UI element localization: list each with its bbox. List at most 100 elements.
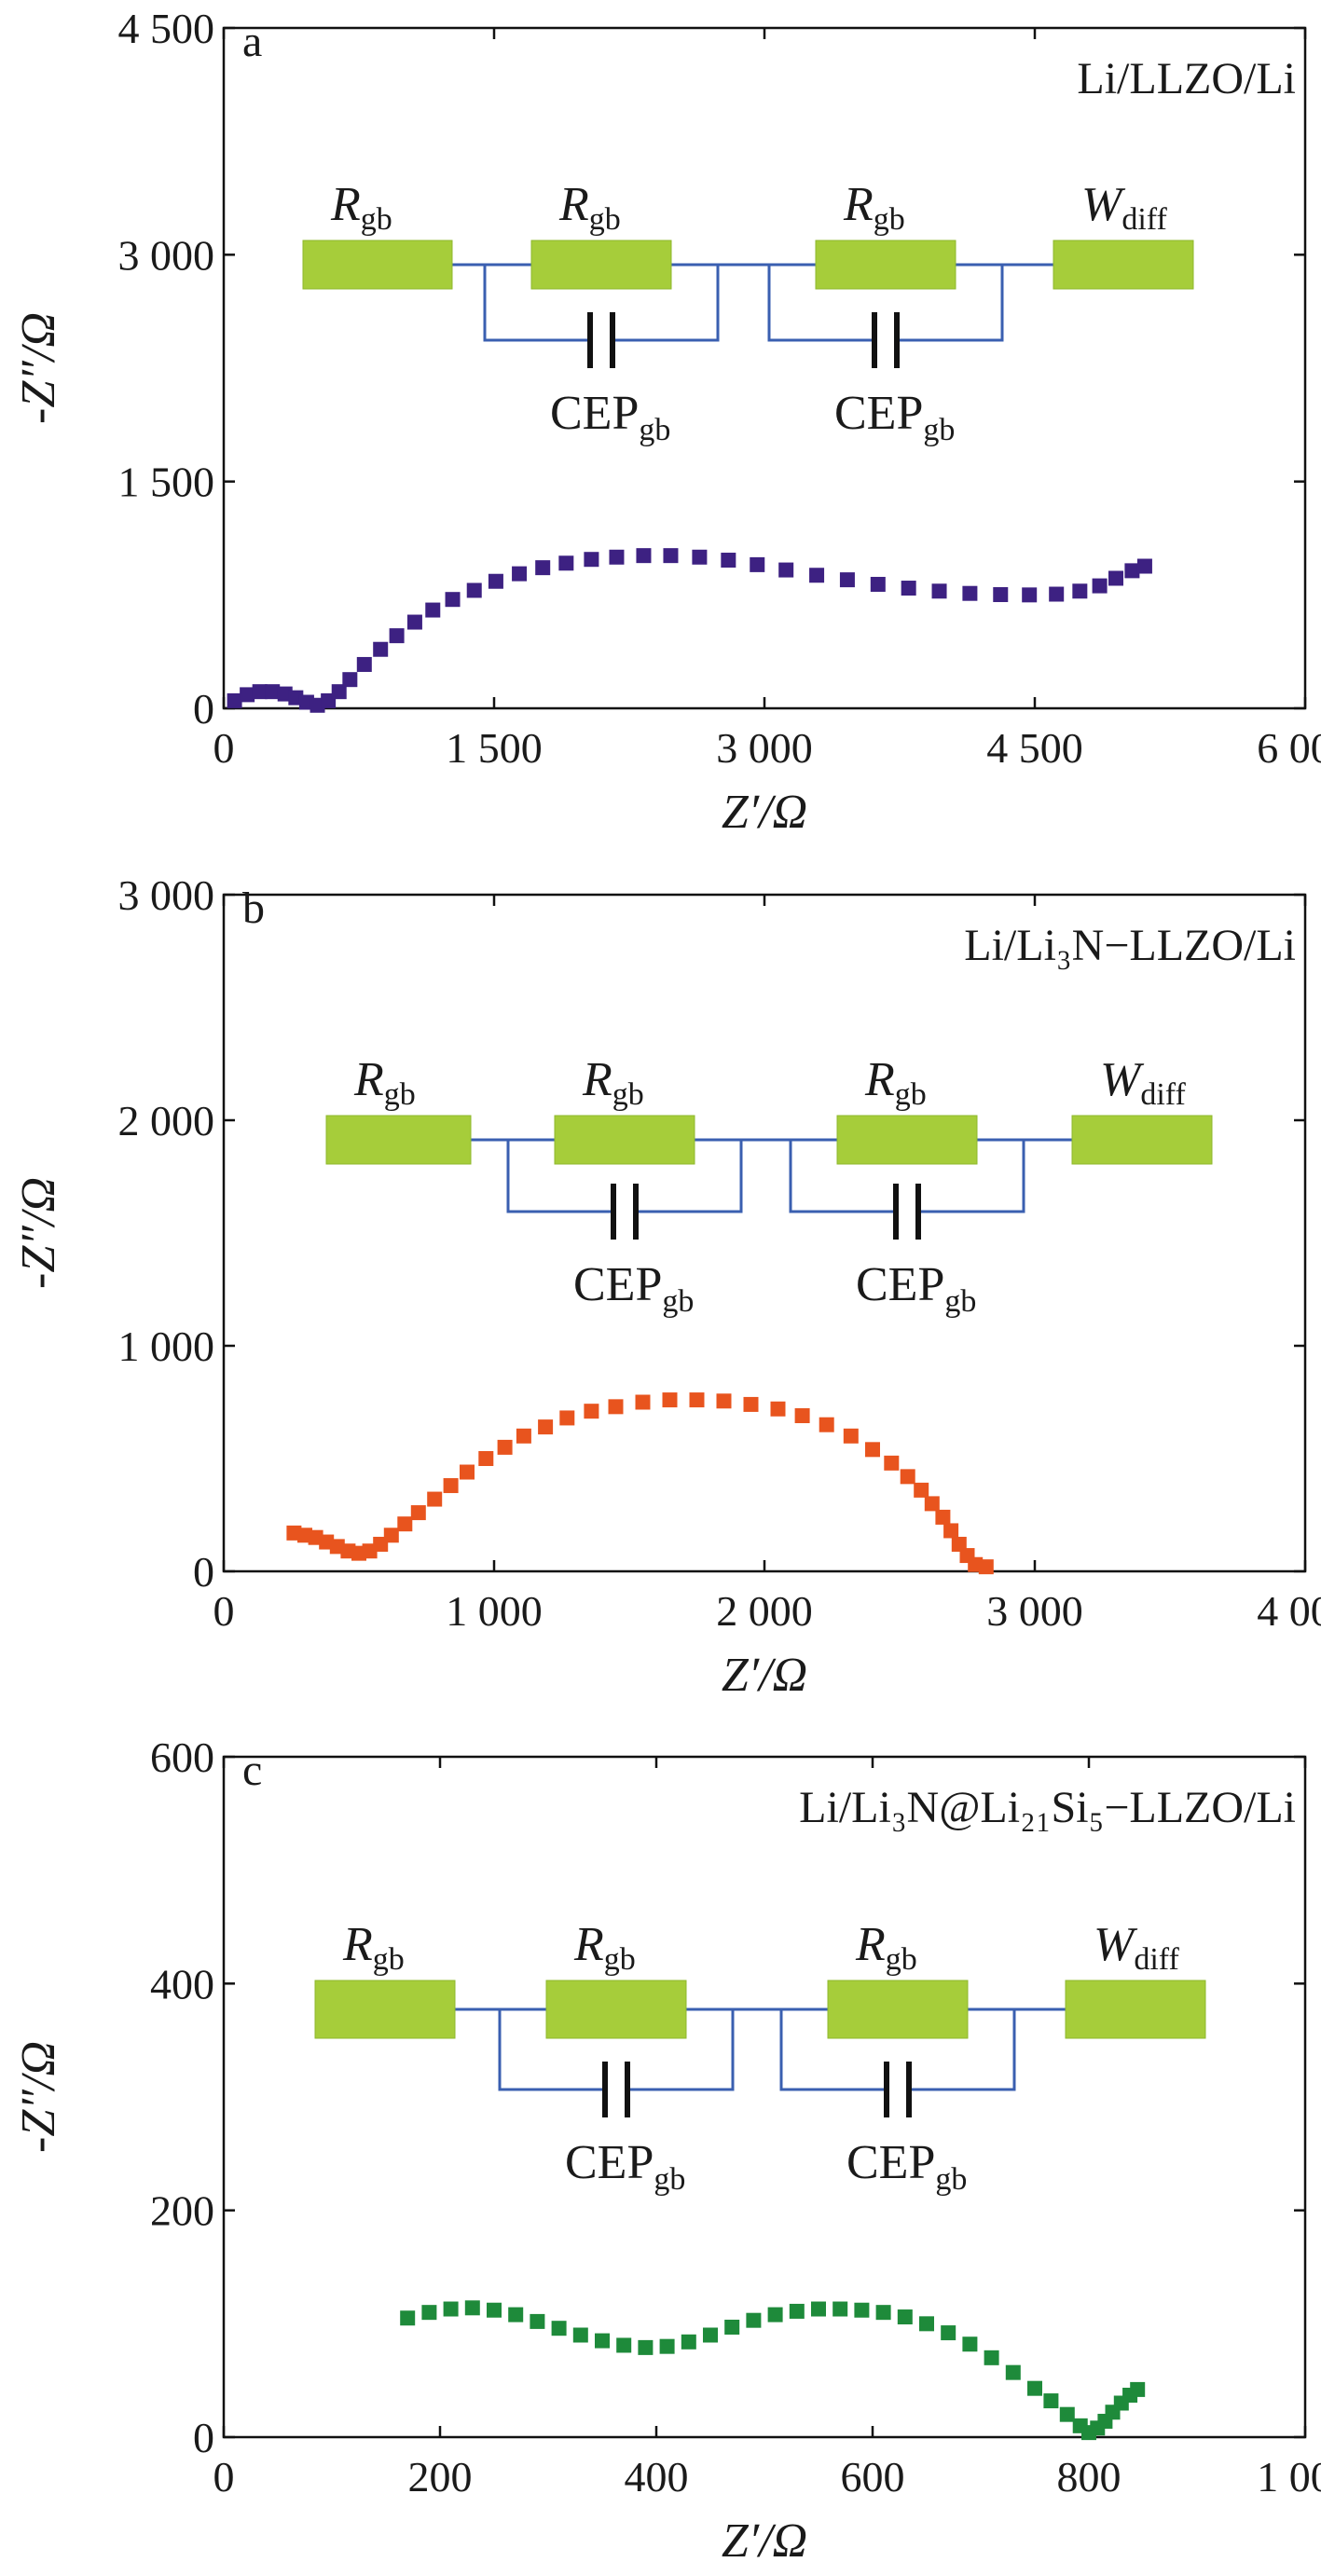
- x-tick-label: 1 500: [446, 724, 543, 772]
- data-point: [464, 2300, 480, 2316]
- data-point: [356, 656, 372, 672]
- data-point: [530, 2313, 545, 2329]
- data-point: [931, 583, 947, 599]
- data-point: [662, 1392, 678, 1408]
- capacitor-wire: [498, 2009, 605, 2091]
- x-tick-label: 3 000: [986, 1587, 1083, 1635]
- x-tick-label: 6 000: [1257, 724, 1321, 772]
- data-point: [466, 582, 482, 598]
- data-point: [636, 548, 652, 564]
- data-point: [584, 552, 599, 568]
- circuit-element: [827, 1980, 969, 2039]
- data-point: [819, 1417, 834, 1432]
- capacitor-wire: [909, 2009, 1016, 2091]
- circuit-element: [325, 1115, 472, 1165]
- data-point: [941, 2325, 956, 2341]
- data-point: [843, 1428, 859, 1444]
- data-point: [265, 684, 281, 700]
- data-point: [854, 2302, 870, 2318]
- y-tick-label: 400: [150, 1960, 214, 2007]
- data-point: [724, 2319, 740, 2335]
- y-axis-label: -Z″/Ω: [12, 1177, 65, 1289]
- data-point: [811, 2301, 826, 2317]
- sample-label: Li/Li₃N@Li₂₁Si₅−LLZO/Li: [799, 1783, 1296, 1832]
- x-axis-label: Z′/Ω: [722, 2514, 807, 2568]
- circuit-element-label: Rgb: [330, 178, 392, 237]
- data-point: [616, 2337, 632, 2353]
- circuit-element-label: Rgb: [573, 1918, 636, 1977]
- capacitor-wire: [918, 1140, 1025, 1213]
- data-point: [1130, 2381, 1146, 2397]
- data-point: [897, 2309, 913, 2325]
- data-point: [901, 581, 916, 596]
- y-tick-label: 600: [150, 1733, 214, 1781]
- data-point: [609, 549, 625, 565]
- data-point: [951, 1536, 967, 1552]
- capacitor-wire: [767, 265, 874, 342]
- y-tick-label: 3 000: [118, 231, 215, 279]
- y-tick-label: 3 000: [118, 871, 215, 919]
- data-point: [778, 562, 794, 578]
- data-point: [538, 1419, 554, 1435]
- data-point: [884, 1455, 900, 1471]
- plot-frame: [222, 26, 1307, 710]
- data-point: [1022, 587, 1038, 603]
- data-point: [1059, 2406, 1075, 2422]
- y-tick-label: 200: [150, 2187, 214, 2235]
- circuit-element-label: Rgb: [342, 1918, 405, 1977]
- y-tick-label: 4 500: [118, 5, 215, 52]
- data-point: [1072, 583, 1088, 599]
- x-tick-label: 2 000: [716, 1587, 813, 1635]
- x-tick-label: 4 000: [1257, 1587, 1321, 1635]
- data-point: [584, 1404, 599, 1419]
- data-point: [487, 2302, 502, 2318]
- data-point: [1005, 2364, 1021, 2380]
- capacitor-wire: [779, 2009, 887, 2091]
- data-point: [373, 641, 389, 657]
- circuit-element-label: Wdiff: [1081, 178, 1167, 237]
- data-point: [689, 1392, 705, 1408]
- data-point: [703, 2327, 718, 2343]
- data-point: [397, 1516, 413, 1532]
- y-axis-label: -Z″/Ω: [12, 312, 65, 424]
- x-tick-label: 0: [213, 2453, 235, 2501]
- circuit-element-label: Rgb: [582, 1053, 644, 1112]
- circuit-element-label: Rgb: [558, 178, 621, 237]
- circuit-element: [836, 1115, 978, 1165]
- capacitor-label: CEPgb: [565, 2136, 685, 2197]
- data-point: [716, 1393, 732, 1409]
- data-point: [1108, 570, 1123, 586]
- data-point: [919, 2316, 934, 2332]
- data-point: [914, 1482, 929, 1498]
- data-point: [410, 1505, 426, 1521]
- circuit-element: [1053, 240, 1194, 290]
- capacitor-wire: [897, 265, 1004, 342]
- y-tick-label: 0: [193, 1548, 214, 1596]
- data-point: [721, 553, 736, 569]
- data-point: [535, 560, 551, 576]
- sample-label: Li/LLZO/Li: [1077, 54, 1296, 103]
- data-point: [978, 1559, 994, 1575]
- panel-a: 0 1 500 3 000 4 500 6 000 0 1 500 3 000 4 500 Z′/…: [12, 5, 1321, 839]
- capacitor-wire: [483, 265, 590, 342]
- circuit-element-label: Rgb: [864, 1053, 927, 1112]
- panel-c: 0 200 400 600 800 1 000 0 200 400 600 Z′/Ω -Z″/Ω c Li…: [12, 1733, 1321, 2568]
- data-point: [935, 1509, 951, 1525]
- data-point: [342, 672, 358, 688]
- y-tick-label: 2 000: [118, 1097, 215, 1144]
- capacitor-label: CEPgb: [834, 387, 955, 447]
- circuit-element: [314, 1980, 456, 2039]
- data-point: [659, 2338, 675, 2354]
- capacitor-label: CEPgb: [846, 2136, 967, 2197]
- x-tick-label: 0: [213, 724, 235, 772]
- x-axis-label: Z′/Ω: [722, 786, 807, 839]
- data-point: [478, 1451, 494, 1466]
- circuit-element-label: Rgb: [843, 178, 905, 237]
- y-axis-label: -Z″/Ω: [12, 2041, 65, 2153]
- data-point: [508, 2307, 524, 2323]
- circuit-element-label: Wdiff: [1100, 1053, 1186, 1112]
- panel-letter: b: [242, 884, 265, 933]
- data-point: [425, 602, 441, 618]
- x-tick-label: 3 000: [716, 724, 813, 772]
